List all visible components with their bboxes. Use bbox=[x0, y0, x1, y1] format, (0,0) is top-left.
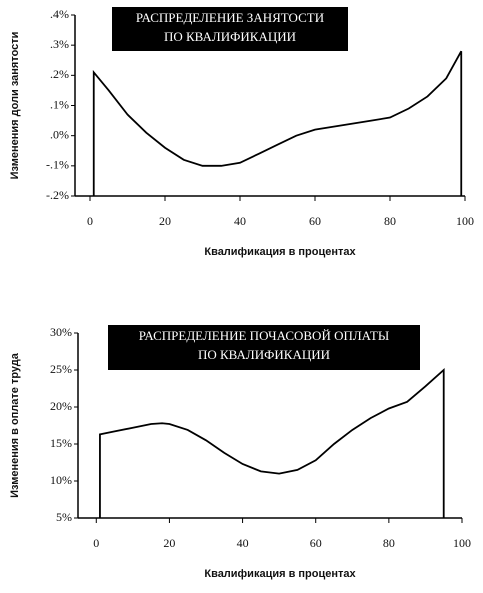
x-tick-label: 100 bbox=[453, 536, 471, 550]
y-tick-label: -.2% bbox=[46, 188, 69, 202]
y-tick-label: 25% bbox=[50, 362, 72, 376]
x-axis-label: Квалификация в процентах bbox=[204, 246, 356, 258]
y-axis-label: Изменения доли занятости bbox=[9, 32, 21, 180]
chart-title: ПО КВАЛИФИКАЦИИ bbox=[164, 29, 296, 44]
y-tick-label: 10% bbox=[50, 473, 72, 487]
x-tick-label: 0 bbox=[93, 536, 99, 550]
y-tick-label: .4% bbox=[50, 7, 69, 21]
y-tick-label: 30% bbox=[50, 325, 72, 339]
chart-title: РАСПРЕДЕЛЕНИЕ ЗАНЯТОСТИ bbox=[136, 10, 324, 25]
y-tick-label: 20% bbox=[50, 399, 72, 413]
y-tick-label: .2% bbox=[50, 67, 69, 81]
x-tick-label: 100 bbox=[456, 214, 474, 228]
chart-title: РАСПРЕДЕЛЕНИЕ ПОЧАСОВОЙ ОПЛАТЫ bbox=[139, 328, 389, 343]
x-tick-label: 80 bbox=[384, 214, 396, 228]
x-axis-label: Квалификация в процентах bbox=[204, 568, 356, 580]
y-tick-label: .3% bbox=[50, 37, 69, 51]
x-tick-label: 80 bbox=[383, 536, 395, 550]
title-box bbox=[108, 325, 420, 370]
x-tick-label: 40 bbox=[234, 214, 246, 228]
title-box bbox=[112, 7, 348, 51]
x-tick-label: 40 bbox=[237, 536, 249, 550]
y-tick-label: 15% bbox=[50, 436, 72, 450]
x-tick-label: 60 bbox=[309, 214, 321, 228]
y-tick-label: .1% bbox=[50, 97, 69, 111]
x-tick-label: 20 bbox=[159, 214, 171, 228]
area-line bbox=[99, 367, 445, 518]
y-tick-label: .0% bbox=[50, 127, 69, 141]
y-tick-label: 5% bbox=[56, 510, 72, 524]
y-axis-label: Изменения в оплате труда bbox=[9, 352, 21, 498]
chart-title: ПО КВАЛИФИКАЦИИ bbox=[198, 347, 330, 362]
y-tick-label: -.1% bbox=[46, 158, 69, 172]
x-tick-label: 20 bbox=[163, 536, 175, 550]
x-tick-label: 60 bbox=[310, 536, 322, 550]
area-line bbox=[92, 50, 463, 196]
x-tick-label: 0 bbox=[87, 214, 93, 228]
